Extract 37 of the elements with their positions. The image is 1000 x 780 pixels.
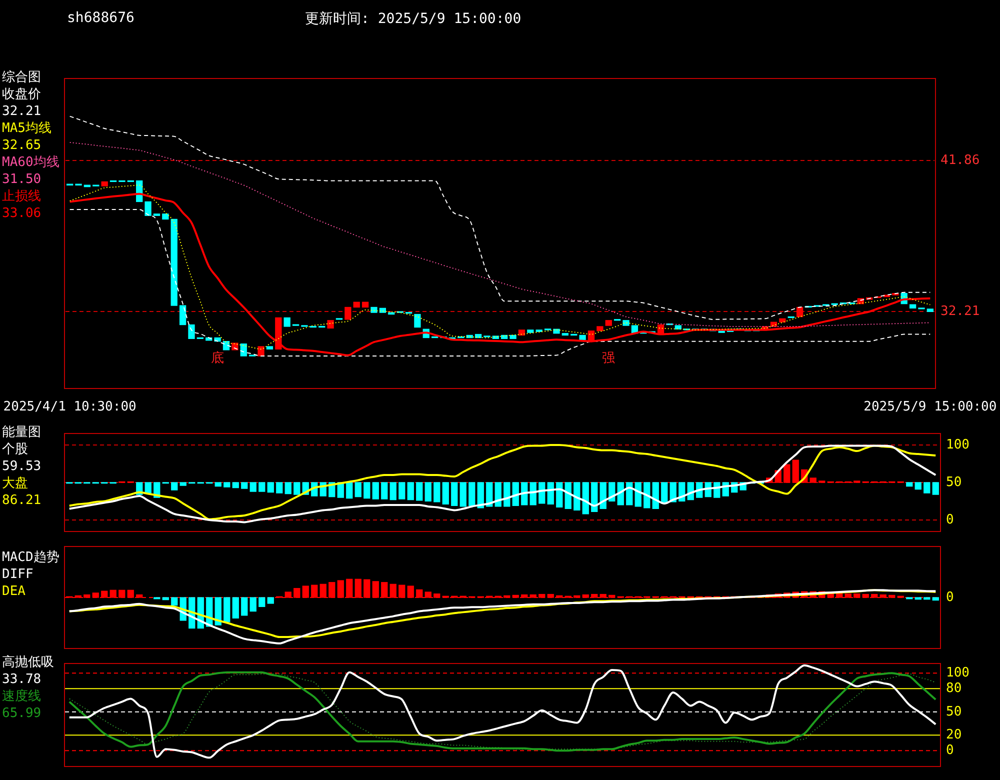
- y-tick-label: 100: [946, 665, 970, 680]
- y-tick-label: 41.86: [940, 153, 980, 168]
- text: 33.78: [2, 671, 42, 688]
- text: DEA: [2, 583, 26, 600]
- legend-title: MACD趋势: [2, 549, 60, 566]
- y-tick-label: 50: [946, 704, 962, 720]
- legend-title: 能量图: [2, 424, 42, 441]
- text: 止损线: [2, 188, 42, 205]
- text: 86.21: [2, 492, 42, 509]
- text: 59.53: [2, 458, 42, 475]
- x-tick-label: 2025/4/1 10:30:00: [3, 400, 136, 415]
- text: 收盘价: [2, 86, 42, 103]
- y-tick-label: 0: [946, 512, 954, 528]
- text: 33.06: [2, 205, 42, 222]
- text: 65.99: [2, 705, 42, 722]
- y-tick-label: 32.21: [940, 304, 980, 319]
- chart-subtitle: 更新时间: 2025/5/9 15:00:00: [305, 10, 522, 28]
- x-tick-label: 2025/5/9 15:00:00: [864, 400, 997, 415]
- y-tick-label: 100: [946, 437, 970, 452]
- text: MA5均线: [2, 120, 52, 137]
- text: 32.21: [2, 103, 42, 120]
- text: 速度线: [2, 688, 42, 705]
- text: 大盘: [2, 475, 29, 492]
- y-tick-label: 80: [946, 681, 962, 696]
- y-tick-label: 50: [946, 474, 962, 490]
- text: 个股: [2, 441, 29, 458]
- text: 高抛低吸: [2, 654, 54, 671]
- chart-title: sh688676: [67, 10, 134, 26]
- y-tick-label: 20: [946, 728, 962, 743]
- annotation: 强: [602, 350, 616, 366]
- y-tick-label: 0: [946, 743, 954, 758]
- legend-title: 综合图: [2, 69, 42, 86]
- text: 32.65: [2, 137, 42, 154]
- text: DIFF: [2, 566, 34, 583]
- series-label: MA60均线: [2, 154, 60, 171]
- text: 31.50: [2, 171, 42, 188]
- annotation: 底: [211, 350, 224, 366]
